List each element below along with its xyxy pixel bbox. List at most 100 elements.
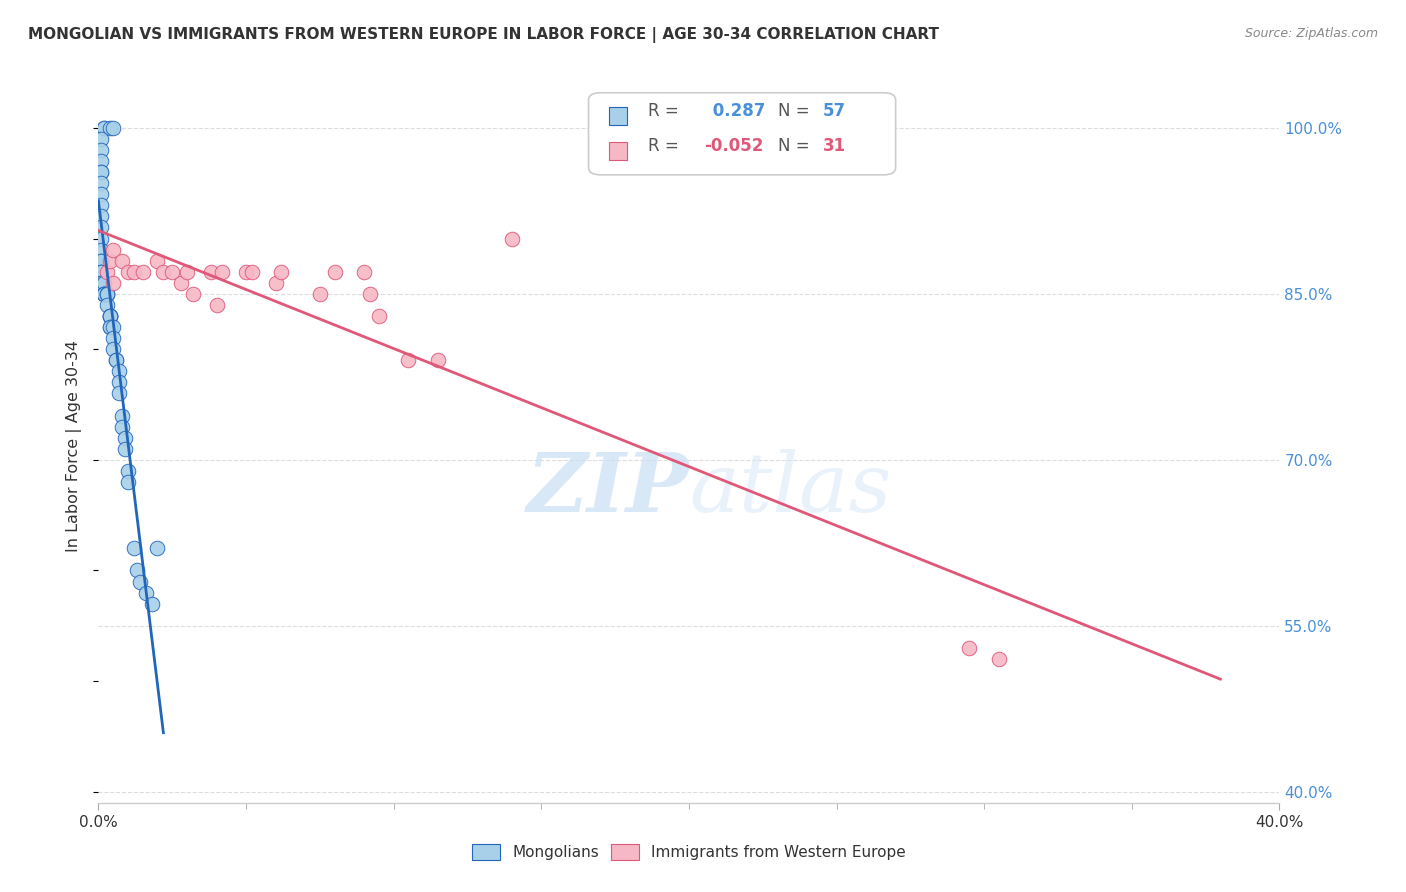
Point [181, 286, 204, 301]
Text: MONGOLIAN VS IMMIGRANTS FROM WESTERN EUROPE IN LABOR FORCE | AGE 30-34 CORRELATI: MONGOLIAN VS IMMIGRANTS FROM WESTERN EUR… [28, 27, 939, 43]
Point [170, 276, 193, 290]
Text: N =: N = [778, 137, 814, 155]
Point [93, 276, 115, 290]
Point [90, 198, 112, 212]
Point [152, 265, 174, 279]
Point [396, 353, 419, 368]
Point [93, 286, 115, 301]
Point [359, 286, 381, 301]
Point [93, 120, 115, 135]
Point [111, 253, 134, 268]
Point [98, 309, 121, 323]
Point [108, 364, 131, 378]
Point [132, 265, 155, 279]
Point [93, 120, 115, 135]
Point [90, 154, 112, 169]
Point [141, 597, 163, 611]
Point [90, 265, 112, 279]
Point [114, 431, 136, 445]
Point [114, 442, 136, 456]
Text: atlas: atlas [689, 449, 891, 529]
Text: ZIP: ZIP [526, 449, 689, 529]
Point [309, 286, 332, 301]
Point [264, 276, 287, 290]
Point [235, 265, 257, 279]
Point [117, 464, 139, 478]
Point [105, 353, 128, 368]
Point [103, 320, 125, 334]
Point [98, 309, 121, 323]
Point [105, 353, 128, 368]
Point [162, 265, 183, 279]
Point [98, 320, 121, 334]
Point [323, 265, 346, 279]
Text: N =: N = [778, 102, 814, 120]
Point [96, 286, 118, 301]
Point [240, 265, 263, 279]
Point [103, 276, 125, 290]
Point [135, 585, 157, 599]
Point [90, 231, 112, 245]
Point [98, 309, 121, 323]
Text: R =: R = [648, 137, 683, 155]
Point [117, 265, 139, 279]
Point [108, 376, 131, 390]
Point [117, 475, 139, 489]
Point [211, 265, 233, 279]
Point [96, 298, 118, 312]
Text: 0.287: 0.287 [707, 102, 765, 120]
Point [270, 265, 292, 279]
Point [90, 276, 112, 290]
Point [90, 165, 112, 179]
Point [90, 132, 112, 146]
Point [90, 253, 112, 268]
Point [103, 120, 125, 135]
FancyBboxPatch shape [589, 93, 896, 175]
Point [205, 298, 228, 312]
Point [96, 265, 118, 279]
Text: 31: 31 [823, 137, 845, 155]
Point [353, 265, 375, 279]
Point [122, 541, 145, 556]
Point [90, 265, 112, 279]
Point [93, 286, 115, 301]
Point [90, 210, 112, 224]
Point [103, 331, 125, 345]
Point [111, 409, 134, 423]
Point [98, 320, 121, 334]
Point [98, 253, 121, 268]
Point [90, 143, 112, 157]
Point [90, 176, 112, 190]
Point [98, 309, 121, 323]
Point [90, 243, 112, 257]
Point [128, 574, 150, 589]
Y-axis label: In Labor Force | Age 30-34: In Labor Force | Age 30-34 [66, 340, 83, 552]
Text: -0.052: -0.052 [704, 137, 763, 155]
Text: Source: ZipAtlas.com: Source: ZipAtlas.com [1244, 27, 1378, 40]
Point [501, 231, 523, 245]
Point [122, 265, 145, 279]
Point [96, 286, 118, 301]
Point [111, 419, 134, 434]
Point [93, 286, 115, 301]
Point [427, 353, 450, 368]
Point [146, 253, 169, 268]
Legend: Mongolians, Immigrants from Western Europe: Mongolians, Immigrants from Western Euro… [467, 838, 911, 866]
Point [368, 309, 391, 323]
Point [959, 640, 981, 655]
Point [96, 286, 118, 301]
Point [146, 541, 169, 556]
Point [93, 286, 115, 301]
Point [108, 386, 131, 401]
Point [987, 652, 1010, 666]
Point [125, 564, 148, 578]
Point [90, 165, 112, 179]
Point [98, 120, 121, 135]
Point [90, 276, 112, 290]
Point [90, 187, 112, 202]
Point [90, 253, 112, 268]
Point [176, 265, 198, 279]
Point [103, 342, 125, 356]
Point [103, 243, 125, 257]
Text: 57: 57 [823, 102, 845, 120]
